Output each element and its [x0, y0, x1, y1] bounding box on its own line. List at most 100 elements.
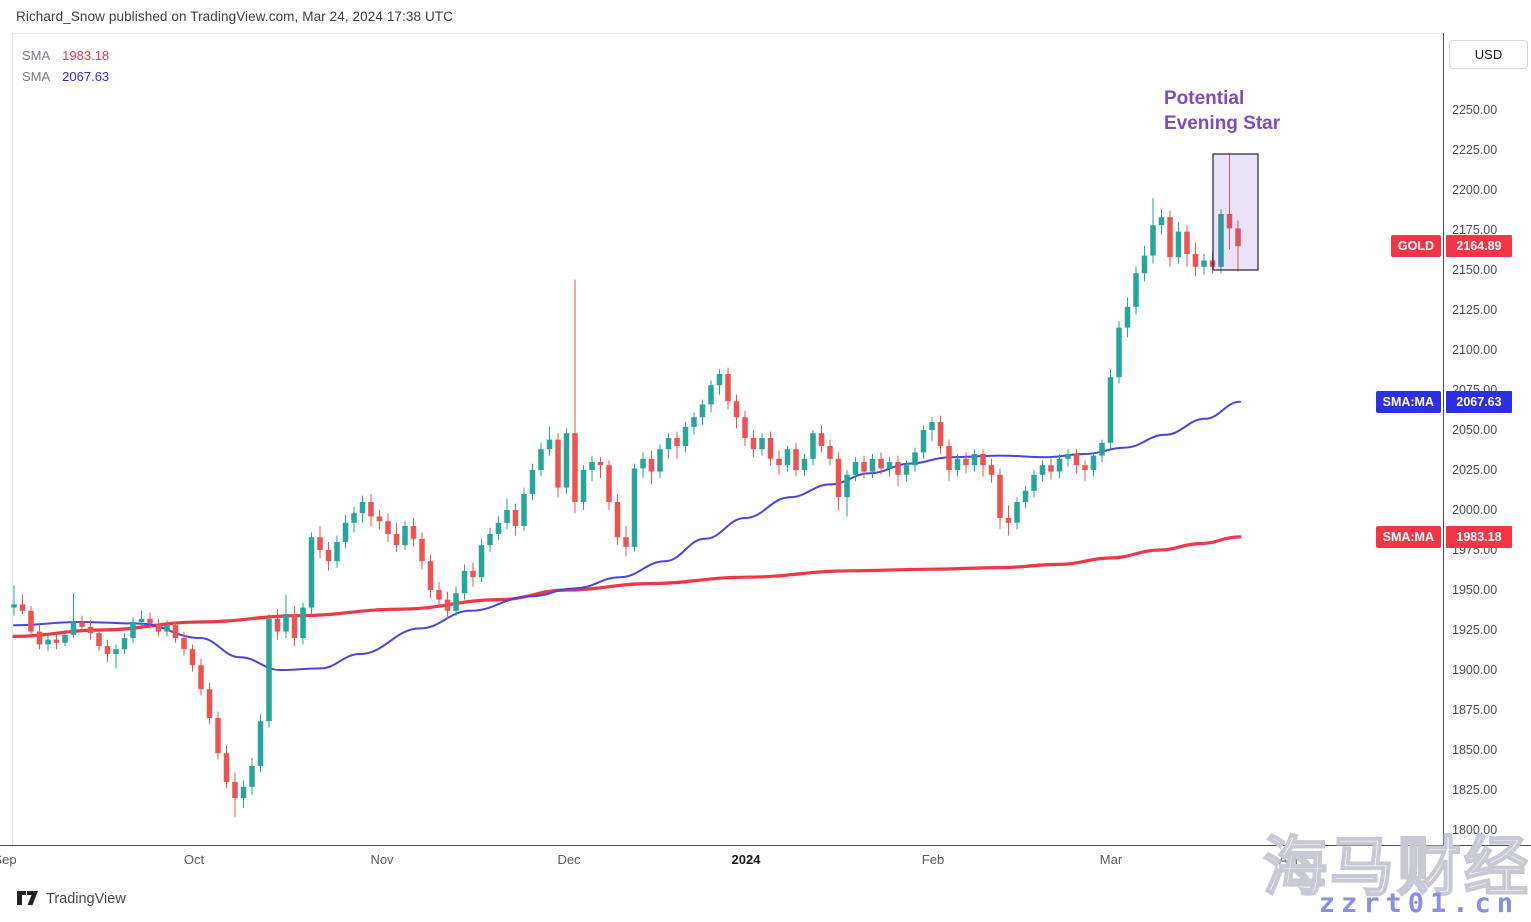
candles	[11, 154, 1241, 818]
candle-body	[1158, 217, 1165, 226]
candle-body	[300, 607, 306, 638]
candle-body	[844, 474, 850, 498]
price-label-value: 2067.63	[1446, 390, 1512, 413]
candle-body	[53, 639, 60, 643]
candle-body	[70, 622, 77, 635]
candle-body	[1192, 254, 1199, 267]
candle-body	[793, 449, 799, 470]
candle-body	[104, 646, 111, 654]
candle-body	[742, 417, 748, 438]
candle-body	[1048, 465, 1054, 472]
candle-body	[478, 545, 485, 578]
candle-body	[342, 522, 349, 542]
candle-body	[572, 433, 578, 502]
candle-body	[988, 465, 995, 475]
candle-body	[1022, 490, 1029, 502]
candle-body	[291, 614, 298, 638]
price-label-sma-ma: SMA:MA 1983.18	[1375, 525, 1512, 548]
candle-body	[512, 510, 519, 526]
candle-body	[1090, 455, 1097, 470]
candle-body	[827, 446, 833, 459]
time-axis[interactable]: Sep Oct Nov Dec 2024 Feb Mar Apr	[0, 846, 1531, 878]
price-tick-label: 2000.00	[1452, 503, 1498, 517]
candle-body	[674, 438, 680, 446]
price-tick-label: 2200.00	[1452, 183, 1498, 197]
candle-body	[130, 622, 136, 638]
candle-body	[920, 430, 927, 453]
legend-sma-value: 2067.63	[62, 69, 110, 84]
candle-body	[1031, 474, 1037, 491]
indicator-legend: SMA 1983.18 SMA 2067.63	[22, 45, 109, 87]
candle-body	[1099, 442, 1105, 456]
time-axis-label-nov: Nov	[370, 852, 394, 867]
legend-sma-value: 1983.18	[62, 48, 110, 63]
candle-body	[402, 526, 408, 546]
candle-body	[308, 537, 315, 608]
price-label-name: GOLD	[1390, 235, 1441, 258]
candle-body	[87, 626, 94, 634]
candle-body	[691, 417, 697, 427]
candle-body	[1141, 255, 1148, 274]
candle-body	[1014, 502, 1020, 523]
candle-body	[597, 462, 604, 466]
price-tick-label: 2100.00	[1452, 343, 1498, 357]
candle-body	[487, 534, 493, 546]
candle-body	[937, 422, 944, 446]
candle-body	[861, 462, 867, 472]
candle-body	[810, 433, 816, 459]
candle-body	[1124, 306, 1131, 328]
price-axis[interactable]: USD 2250.00 2225.00 2200.00 2175.00 2150.00 2…	[1444, 33, 1531, 845]
candle-body	[96, 633, 102, 646]
sma-red-line	[12, 535, 1242, 638]
price-tick-label: 2175.00	[1452, 223, 1498, 237]
time-axis-label-sep: Sep	[0, 852, 17, 867]
candle-body	[249, 766, 255, 787]
candle-body	[767, 438, 774, 459]
candle-body	[521, 494, 527, 526]
currency-usd-button[interactable]: USD	[1449, 40, 1528, 69]
candle-body	[198, 665, 204, 690]
candle-body	[580, 470, 587, 502]
candle-body	[28, 610, 34, 632]
candle-body	[385, 521, 391, 534]
candle-body	[971, 454, 978, 466]
candle-body	[283, 614, 289, 632]
annotation-line-2: Evening Star	[1164, 113, 1281, 134]
candle-body	[538, 449, 544, 470]
candle-body	[546, 439, 553, 450]
candle-body	[1235, 228, 1241, 247]
candle-body	[648, 458, 655, 472]
candle-body	[1039, 465, 1046, 475]
candle-body	[708, 385, 714, 405]
candle-body	[733, 401, 740, 418]
candle-body	[444, 599, 451, 611]
candle-body	[1184, 231, 1190, 254]
candle-body	[181, 638, 187, 650]
candle-body	[725, 374, 731, 402]
price-label-name: SMA:MA	[1375, 525, 1441, 548]
price-tick-label: 2150.00	[1452, 263, 1498, 277]
time-axis-label-oct: Oct	[183, 852, 205, 867]
candle-body	[1116, 327, 1122, 378]
watermark-url: zzrt01.cn	[1318, 888, 1519, 919]
legend-sma-label: SMA	[22, 69, 51, 84]
legend-row-sma-blue[interactable]: SMA 2067.63	[22, 66, 109, 87]
candle-body	[878, 458, 884, 469]
candle-body	[359, 502, 366, 514]
candle-body	[376, 516, 383, 522]
candle-body	[631, 468, 638, 547]
candle-body	[138, 618, 145, 622]
legend-sma-label: SMA	[22, 48, 51, 63]
price-tick-label: 1950.00	[1452, 583, 1498, 597]
price-label-sma-ma: SMA:MA 2067.63	[1375, 390, 1512, 413]
candle-body	[393, 534, 400, 546]
candle-body	[869, 458, 876, 472]
evening-star-highlight-box[interactable]	[1212, 153, 1259, 271]
candle-body	[215, 718, 221, 754]
legend-row-sma-red[interactable]: SMA 1983.18	[22, 45, 109, 66]
candle-body	[835, 458, 842, 498]
tradingview-logo-link[interactable]: TradingView	[17, 890, 126, 907]
candle-body	[274, 618, 281, 632]
